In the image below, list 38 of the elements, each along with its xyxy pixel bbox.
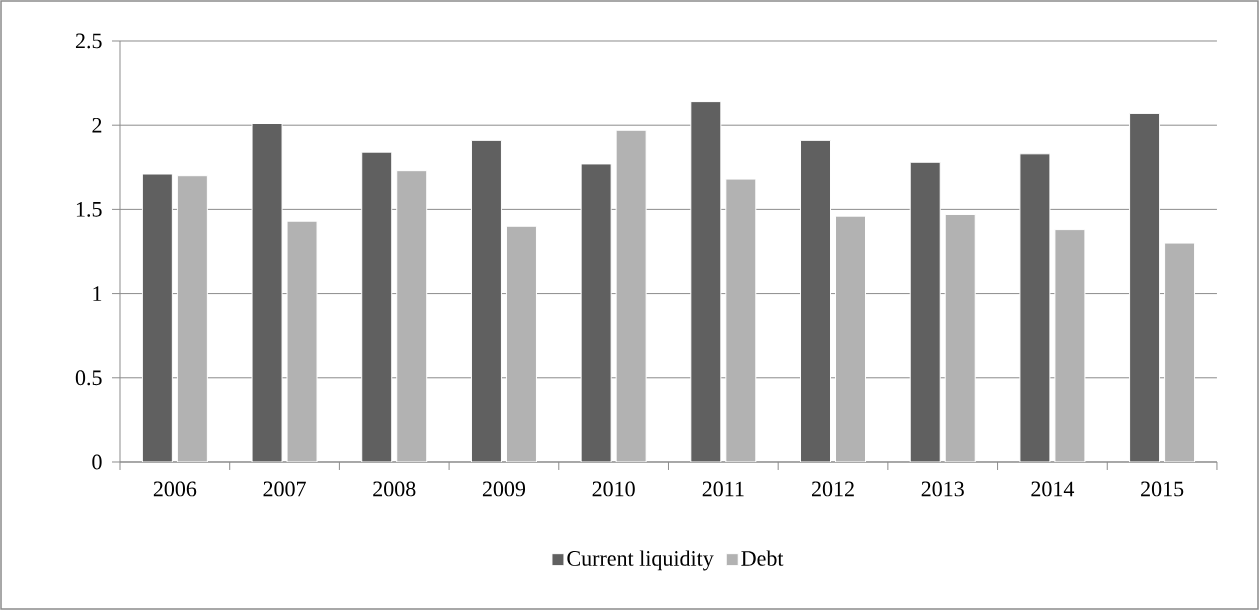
bar [800, 139, 832, 462]
x-tick-label: 2007 [263, 481, 306, 497]
y-tick-label: 2 [92, 117, 102, 133]
legend-label: Current liquidity [567, 550, 714, 571]
bar [251, 123, 283, 462]
x-tick-label: 2006 [153, 481, 197, 497]
bar [909, 161, 941, 462]
x-tick-label: 2014 [1031, 481, 1075, 497]
x-tick-label: 2008 [373, 481, 416, 497]
bar [286, 220, 318, 462]
x-tick-label: 2015 [1141, 481, 1184, 497]
y-tick-label: 0.5 [75, 370, 102, 386]
x-tick-label: 2013 [921, 481, 964, 497]
bar [835, 215, 867, 462]
y-tick-label: 1.5 [76, 201, 102, 217]
bar [1129, 112, 1161, 462]
bar [141, 173, 173, 462]
legend-label: Debt [741, 550, 784, 566]
x-tick-label: 2012 [812, 481, 854, 497]
x-tick-label: 2009 [482, 481, 526, 497]
bar [1164, 242, 1196, 462]
bar [1054, 229, 1086, 462]
bar [176, 175, 208, 462]
y-tick-label: 1 [93, 286, 102, 301]
bar [361, 151, 393, 462]
bar [725, 178, 757, 462]
bar [470, 139, 502, 462]
bar [944, 213, 976, 462]
x-tick-label: 2010 [592, 481, 635, 497]
bar [615, 129, 647, 462]
y-tick-label: 2.5 [75, 33, 102, 49]
bar [1019, 153, 1051, 462]
x-tick-label: 2011 [702, 481, 744, 497]
y-tick-label: 0 [92, 454, 102, 470]
bar [396, 170, 428, 462]
bar [580, 163, 612, 462]
bar [505, 225, 537, 462]
bar [690, 101, 722, 462]
